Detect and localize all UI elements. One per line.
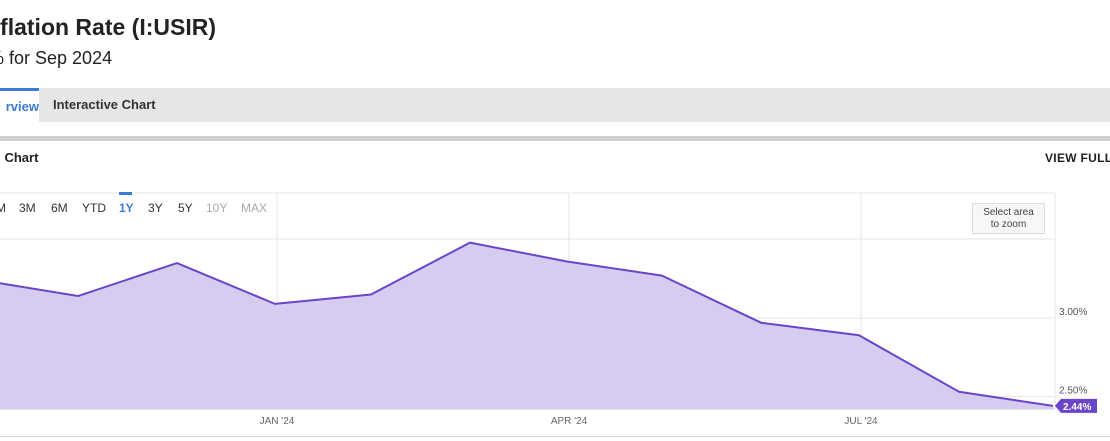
page-title: nflation Rate (I:USIR) <box>0 14 216 40</box>
range-button-ytd[interactable]: YTD <box>82 201 106 215</box>
range-button-label: 6M <box>51 201 68 215</box>
range-button-max[interactable]: MAX <box>241 201 267 215</box>
view-full-chart-link[interactable]: VIEW FULL C <box>1045 151 1110 165</box>
range-button-3y[interactable]: 3Y <box>148 201 163 215</box>
range-button-5y[interactable]: 5Y <box>178 201 193 215</box>
range-button-3m[interactable]: 3M <box>19 201 36 215</box>
range-active-indicator <box>119 192 132 195</box>
zoom-hint-line2: to zoom <box>990 219 1027 230</box>
range-button-label: 3Y <box>148 201 163 215</box>
series-line <box>0 241 1054 407</box>
tab-interactive-chart[interactable]: Interactive Chart <box>53 97 156 112</box>
tab-overview[interactable]: rview <box>0 88 39 122</box>
zoom-hint-box: Select area to zoom <box>972 203 1045 234</box>
range-button-m[interactable]: M <box>0 201 6 215</box>
range-button-10y[interactable]: 10Y <box>206 201 227 215</box>
range-button-label: 5Y <box>178 201 193 215</box>
section-divider <box>0 136 1110 141</box>
page-subtitle: % for Sep 2024 <box>0 48 113 68</box>
y-tick-label: 3.00% <box>1059 307 1087 318</box>
range-button-label: 1Y <box>119 201 134 215</box>
range-button-label: M <box>0 201 6 215</box>
tab-overview-label: rview <box>5 99 39 114</box>
last-value-badge <box>1055 398 1097 413</box>
bottom-divider <box>0 436 1110 437</box>
range-button-label: MAX <box>241 201 267 215</box>
series-area <box>0 242 1053 409</box>
x-tick-label: JAN '24 <box>260 416 295 427</box>
range-button-6m[interactable]: 6M <box>51 201 68 215</box>
range-button-label: 10Y <box>206 201 227 215</box>
tab-bar: rview Interactive Chart <box>0 88 1110 122</box>
x-tick-label: APR '24 <box>551 416 588 427</box>
chart[interactable]: JAN '24 APR '24 JUL '24 3.00% 2.50% 2.44% M 3M 6… <box>0 176 1110 438</box>
range-button-label: 3M <box>19 201 36 215</box>
section-title: el Chart <box>0 150 39 165</box>
zoom-hint-line1: Select area <box>983 207 1034 218</box>
x-tick-label: JUL '24 <box>844 416 878 427</box>
range-button-1y[interactable]: 1Y <box>119 192 134 215</box>
range-button-label: YTD <box>82 201 106 215</box>
y-tick-label: 2.50% <box>1059 386 1087 397</box>
last-value-label: 2.44% <box>1063 402 1091 413</box>
